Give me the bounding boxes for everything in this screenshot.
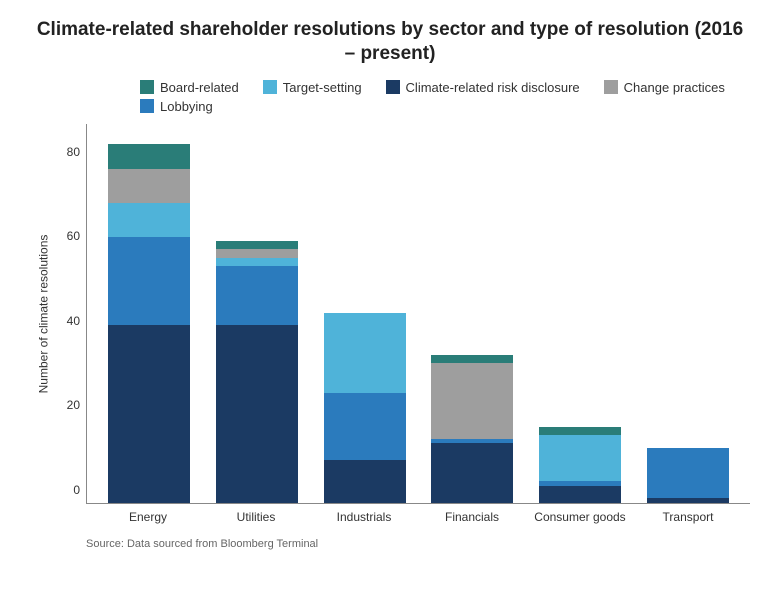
x-tick: Industrials (310, 510, 418, 524)
plot (86, 124, 750, 504)
x-tick: Energy (94, 510, 202, 524)
chart-container: Climate-related shareholder resolutions … (30, 18, 750, 550)
source-text: Source: Data sourced from Bloomberg Term… (86, 538, 750, 550)
bar-segment (108, 203, 190, 237)
bar-segment (324, 313, 406, 393)
legend-swatch (386, 80, 400, 94)
bar-segment (324, 393, 406, 461)
x-axis: EnergyUtilitiesIndustrialsFinancialsCons… (86, 504, 750, 524)
bar-segment (324, 460, 406, 502)
bar-segment (108, 325, 190, 502)
x-tick: Utilities (202, 510, 310, 524)
legend: Board-related Target-setting Climate-relat… (30, 80, 750, 114)
plot-area: Number of climate resolutions 0 20 40 60 80 (30, 124, 750, 504)
y-tick: 40 (67, 314, 80, 328)
bar-segment (108, 144, 190, 169)
bar-segment (647, 448, 729, 499)
legend-item: Lobbying (140, 99, 213, 114)
legend-item: Board-related (140, 80, 239, 95)
bar-segment (431, 363, 513, 439)
legend-swatch (604, 80, 618, 94)
chart-title: Climate-related shareholder resolutions … (30, 18, 750, 66)
bar-column (539, 427, 621, 503)
x-tick: Transport (634, 510, 742, 524)
legend-item: Climate-related risk disclosure (386, 80, 580, 95)
bar-segment (216, 249, 298, 257)
legend-label: Lobbying (160, 99, 213, 114)
bars-group (87, 124, 750, 503)
bar-segment (539, 427, 621, 435)
bar-column (647, 448, 729, 503)
bar-segment (431, 443, 513, 502)
bar-segment (216, 241, 298, 249)
legend-label: Climate-related risk disclosure (406, 80, 580, 95)
bar-segment (539, 435, 621, 481)
bar-segment (216, 266, 298, 325)
bar-segment (108, 237, 190, 326)
legend-swatch (140, 80, 154, 94)
y-tick: 80 (67, 145, 80, 159)
legend-swatch (263, 80, 277, 94)
legend-swatch (140, 99, 154, 113)
legend-label: Board-related (160, 80, 239, 95)
bar-segment (539, 486, 621, 503)
legend-item: Target-setting (263, 80, 362, 95)
y-axis: 0 20 40 60 80 (56, 124, 86, 504)
legend-label: Change practices (624, 80, 725, 95)
bar-column (108, 144, 190, 503)
x-tick: Financials (418, 510, 526, 524)
legend-label: Target-setting (283, 80, 362, 95)
x-tick: Consumer goods (526, 510, 634, 524)
y-axis-label-wrap: Number of climate resolutions (30, 124, 56, 504)
legend-item: Change practices (604, 80, 725, 95)
y-tick: 0 (73, 483, 80, 497)
y-tick: 20 (67, 398, 80, 412)
bar-column (324, 313, 406, 503)
bar-segment (216, 325, 298, 502)
y-tick: 60 (67, 229, 80, 243)
bar-column (431, 355, 513, 503)
bar-segment (647, 498, 729, 502)
bar-segment (431, 355, 513, 363)
bar-segment (108, 169, 190, 203)
bar-column (216, 241, 298, 503)
y-axis-label: Number of climate resolutions (36, 234, 50, 393)
bar-segment (216, 258, 298, 266)
